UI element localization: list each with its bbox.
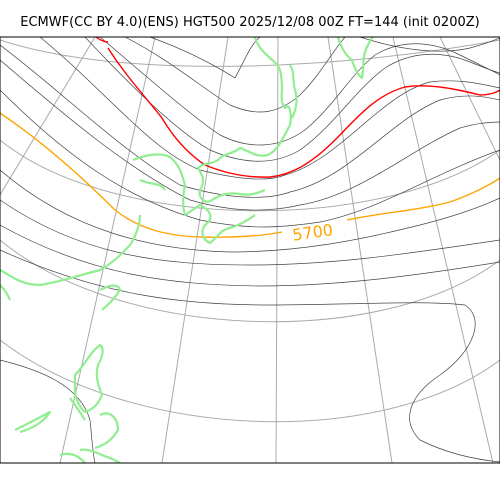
graticule-parallels [0,39,500,423]
coastlines [0,37,374,463]
contour-5700-orange [0,112,500,238]
contour-label-5700: 5700 [291,220,334,244]
contour-5400-red [95,37,500,178]
map-frame [0,36,500,464]
map-title: ECMWF(CC BY 4.0)(ENS) HGT500 2025/12/08 … [20,15,480,30]
